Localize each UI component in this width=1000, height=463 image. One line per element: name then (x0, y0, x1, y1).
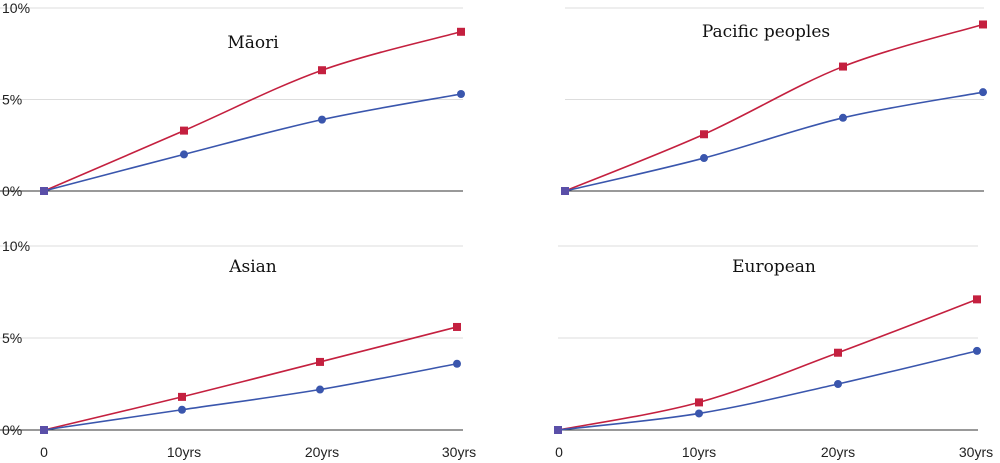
x-tick-label: 30yrs (959, 444, 993, 460)
origin-marker (40, 187, 48, 195)
y-tick-label: 0% (2, 183, 22, 199)
data-point-square (979, 20, 987, 29)
data-point-circle (180, 150, 188, 159)
data-point-circle (979, 88, 987, 97)
series-line (564, 23, 984, 192)
series-line (557, 350, 978, 431)
data-point-square (973, 295, 981, 304)
y-tick-label: 10% (2, 0, 30, 16)
x-tick-label: 10yrs (167, 444, 201, 460)
y-tick-label: 5% (2, 330, 22, 346)
series-line (43, 93, 462, 192)
data-point-square (457, 27, 465, 36)
origin-marker (40, 426, 48, 434)
data-point-circle (839, 113, 847, 122)
data-point-circle (973, 346, 981, 355)
data-point-circle (316, 385, 324, 394)
x-tick-label: 10yrs (682, 444, 716, 460)
origin-marker (561, 187, 569, 195)
panel-title-european: European (732, 257, 816, 277)
y-tick-label: 10% (2, 238, 30, 254)
data-point-square (834, 348, 842, 357)
x-tick-label: 0 (40, 444, 48, 460)
y-tick-label: 0% (2, 422, 22, 438)
y-tick-label: 5% (2, 92, 22, 108)
panel-title-maori: Māori (227, 33, 279, 53)
panel-title-pacific-peoples: Pacific peoples (702, 22, 830, 42)
data-point-circle (457, 90, 465, 99)
series-line (43, 362, 458, 431)
data-point-circle (318, 115, 326, 124)
x-tick-label: 20yrs (305, 444, 339, 460)
data-point-square (316, 357, 324, 366)
data-point-square (453, 322, 461, 331)
data-point-square (839, 62, 847, 71)
data-point-circle (178, 405, 186, 414)
data-point-circle (834, 380, 842, 388)
panel-title-asian: Asian (228, 257, 277, 277)
data-point-square (695, 398, 703, 407)
x-tick-label: 30yrs (442, 444, 476, 460)
series-line (557, 298, 978, 431)
data-point-square (318, 66, 326, 75)
origin-marker (554, 426, 562, 434)
x-tick-label: 0 (555, 444, 563, 460)
x-tick-label: 20yrs (821, 444, 855, 460)
data-point-square (178, 392, 186, 401)
series-line (564, 91, 984, 192)
data-point-square (700, 130, 708, 139)
data-point-circle (700, 154, 708, 163)
data-point-circle (453, 359, 461, 368)
data-point-circle (695, 409, 703, 418)
series-line (43, 326, 458, 431)
series-line (43, 31, 462, 192)
data-point-square (180, 126, 188, 135)
